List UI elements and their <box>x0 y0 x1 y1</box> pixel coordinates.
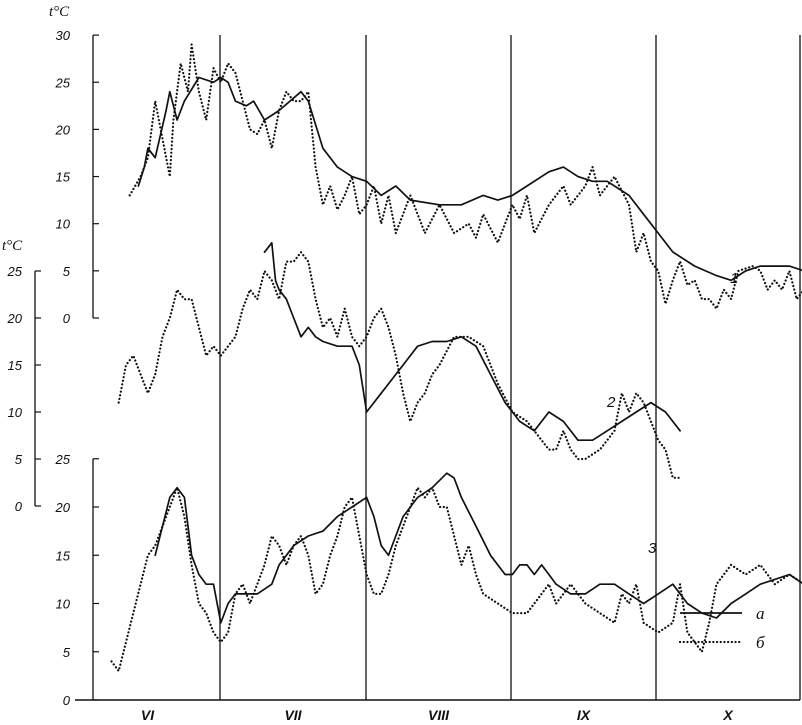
y-tick-label: 10 <box>56 597 71 612</box>
series-lines <box>110 43 802 673</box>
y-tick-label: 5 <box>63 264 71 279</box>
y-tick-label: 5 <box>63 645 71 660</box>
series-b-line <box>128 43 802 310</box>
series-a-line <box>263 241 681 442</box>
month-label: VIII <box>428 707 450 723</box>
y-axis-title: t°C <box>2 238 23 254</box>
curve-number-label: 3 <box>648 540 657 557</box>
month-label: VII <box>284 707 302 723</box>
y-tick-label: 10 <box>8 405 23 420</box>
curve-number-label: 1 <box>730 270 738 287</box>
y-axes: 0 5 10 15 20 25 30 t°C 0 5 10 15 20 25 t°C 0 5 10 15 20 25 <box>2 4 99 708</box>
y-tick-label: 0 <box>63 693 71 708</box>
chart-frame <box>75 35 801 701</box>
legend-label-b: б <box>756 633 765 652</box>
legend-label-a: a <box>756 604 765 623</box>
month-label: IX <box>577 707 592 723</box>
series-a-line <box>137 76 802 282</box>
series-a-line <box>154 472 802 624</box>
y-tick-label: 10 <box>56 217 71 232</box>
y-tick-label: 20 <box>7 311 23 326</box>
chart-labels: VI VII VIII IX X 1 2 3 <box>141 270 738 723</box>
y-tick-label: 25 <box>55 75 71 90</box>
series-b-line <box>117 251 682 479</box>
curve-number-label: 2 <box>606 394 616 411</box>
y-axis-title: t°C <box>49 4 70 20</box>
y-tick-label: 15 <box>56 548 71 563</box>
y-tick-label: 30 <box>56 28 71 43</box>
y-tick-label: 20 <box>55 122 71 137</box>
y-tick-label: 15 <box>56 170 71 185</box>
series-b-line <box>110 486 802 673</box>
month-label: VI <box>141 707 155 723</box>
y-tick-label: 20 <box>55 500 71 515</box>
y-tick-label: 5 <box>15 452 23 467</box>
legend: aб <box>678 604 765 652</box>
month-label: X <box>722 707 734 723</box>
y-tick-label: 25 <box>7 264 23 279</box>
y-tick-label: 0 <box>15 499 23 514</box>
y-tick-label: 0 <box>63 311 71 326</box>
y-tick-label: 15 <box>8 358 23 373</box>
y-tick-label: 25 <box>55 452 71 467</box>
